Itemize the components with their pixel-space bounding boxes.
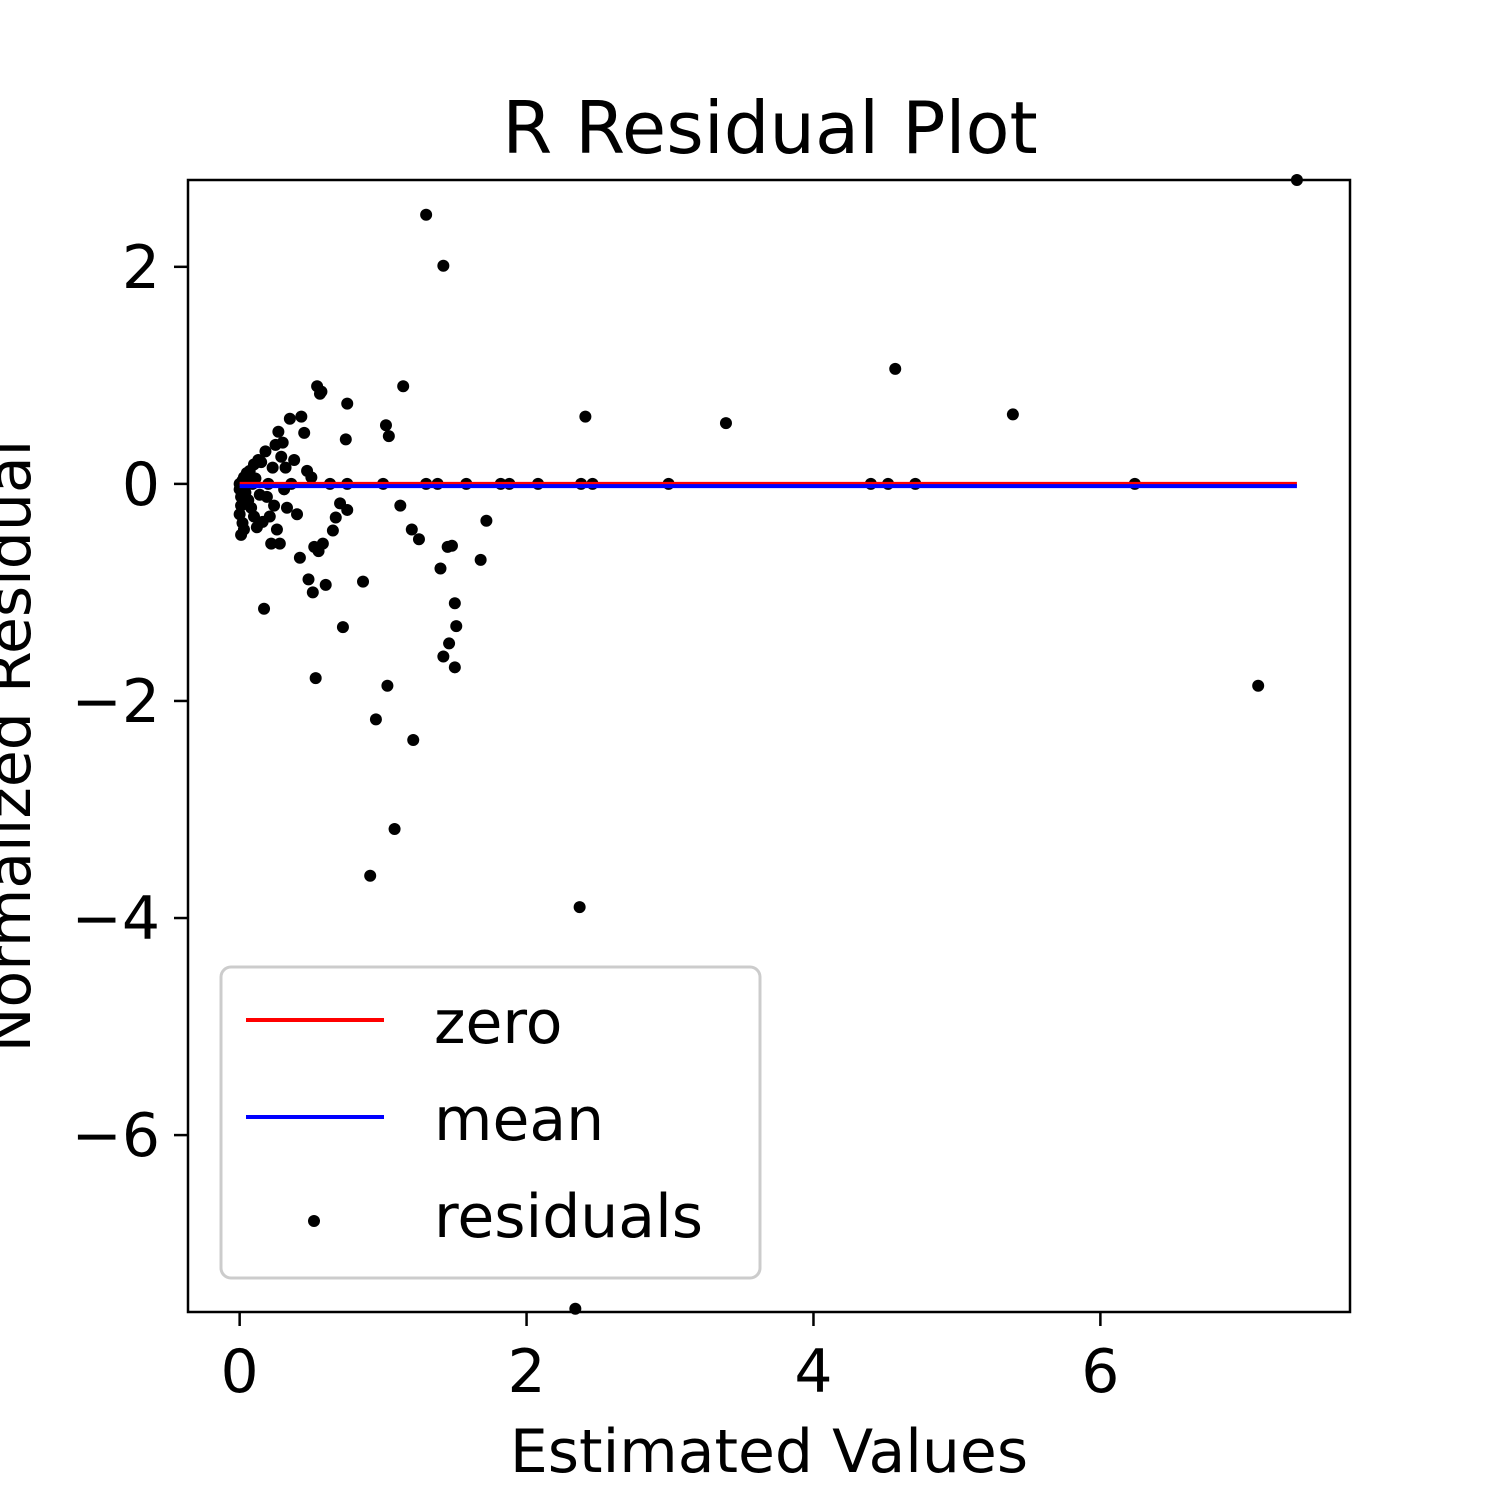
residual-point-58 xyxy=(316,537,329,550)
residual-point-61 xyxy=(326,524,339,537)
residual-point-90 xyxy=(445,539,458,552)
residual-point-47 xyxy=(298,426,311,439)
residual-point-73 xyxy=(379,419,392,432)
residual-point-71 xyxy=(369,713,382,726)
residual-point-18 xyxy=(249,472,262,485)
legend-marker-residuals xyxy=(308,1215,320,1227)
residual-point-95 xyxy=(474,553,487,566)
y-axis-label: Normalized Residual xyxy=(0,440,45,1053)
residual-point-85 xyxy=(434,562,447,575)
y-tick-label-3: −4 xyxy=(72,884,160,954)
residual-point-92 xyxy=(450,620,463,633)
residual-point-70 xyxy=(364,869,377,882)
residual-point-77 xyxy=(394,499,407,512)
residual-point-44 xyxy=(291,508,304,521)
residual-point-7 xyxy=(237,523,250,536)
residual-point-36 xyxy=(275,450,288,463)
residual-point-87 xyxy=(437,259,450,272)
residual-point-101 xyxy=(573,901,586,914)
residual-point-31 xyxy=(268,499,281,512)
residual-point-68 xyxy=(341,503,354,516)
x-axis-label: Estimated Values xyxy=(510,1417,1028,1487)
residual-point-91 xyxy=(448,597,461,610)
residual-point-22 xyxy=(255,456,268,469)
legend-label-mean: mean xyxy=(434,1085,604,1155)
legend: zero mean residuals xyxy=(219,965,762,1280)
residual-point-93 xyxy=(448,661,461,674)
residual-point-49 xyxy=(302,573,315,586)
y-tick-label-4: −6 xyxy=(72,1101,160,1171)
residual-point-29 xyxy=(265,537,278,550)
residual-point-35 xyxy=(273,537,286,550)
residual-point-65 xyxy=(339,433,352,446)
residual-point-89 xyxy=(443,637,456,650)
residual-point-30 xyxy=(266,461,279,474)
legend-label-residuals: residuals xyxy=(434,1182,703,1252)
residual-point-37 xyxy=(276,436,289,449)
residual-point-28 xyxy=(263,510,276,523)
residual-point-25 xyxy=(259,445,272,458)
x-tick-label-1: 2 xyxy=(507,1337,545,1407)
residual-point-39 xyxy=(279,461,292,474)
legend-frame xyxy=(219,965,762,1280)
residual-point-103 xyxy=(579,410,592,423)
residual-point-34 xyxy=(272,425,285,438)
residual-point-78 xyxy=(397,380,410,393)
residual-point-26 xyxy=(260,490,273,503)
legend-label-zero: zero xyxy=(434,988,562,1058)
residual-point-46 xyxy=(295,410,308,423)
residual-point-106 xyxy=(719,417,732,430)
residual-point-86 xyxy=(437,650,450,663)
residual-point-76 xyxy=(388,823,401,836)
residual-point-67 xyxy=(341,397,354,410)
residual-point-41 xyxy=(283,412,296,425)
residual-point-24 xyxy=(258,602,271,615)
y-tick-label-1: 0 xyxy=(122,450,160,520)
x-axis-ticks: 0 2 4 6 xyxy=(221,1312,1119,1407)
residual-point-51 xyxy=(306,586,319,599)
residual-point-57 xyxy=(315,385,328,398)
residual-point-81 xyxy=(412,533,425,546)
residual-point-59 xyxy=(319,578,332,591)
residual-point-45 xyxy=(293,551,306,564)
residual-point-111 xyxy=(1006,408,1019,421)
residual-point-113 xyxy=(1252,679,1265,692)
x-tick-label-0: 0 xyxy=(221,1337,259,1407)
residual-point-64 xyxy=(336,621,349,634)
chart-title: R Residual Plot xyxy=(502,86,1038,170)
residual-point-33 xyxy=(270,523,283,536)
residual-point-50 xyxy=(305,471,318,484)
axes-frame xyxy=(186,178,1352,1314)
y-tick-label-2: −2 xyxy=(72,667,160,737)
residual-point-62 xyxy=(329,511,342,524)
residual-point-74 xyxy=(381,679,394,692)
y-tick-label-0: 2 xyxy=(122,233,160,303)
residual-point-40 xyxy=(280,501,293,514)
x-tick-label-3: 6 xyxy=(1081,1337,1119,1407)
residual-point-53 xyxy=(309,672,322,685)
residual-point-79 xyxy=(405,523,418,536)
residual-point-43 xyxy=(288,454,301,467)
x-tick-label-2: 4 xyxy=(794,1337,832,1407)
residual-point-69 xyxy=(357,575,370,588)
residual-point-80 xyxy=(407,734,420,747)
residual-point-75 xyxy=(382,430,395,443)
residual-point-109 xyxy=(889,362,902,375)
y-axis-ticks: 2 0 −2 −4 −6 xyxy=(72,233,188,1171)
residual-point-96 xyxy=(480,514,493,527)
series-layer xyxy=(233,174,1303,1315)
residual-point-82 xyxy=(420,208,433,221)
residual-point-16 xyxy=(247,510,260,523)
